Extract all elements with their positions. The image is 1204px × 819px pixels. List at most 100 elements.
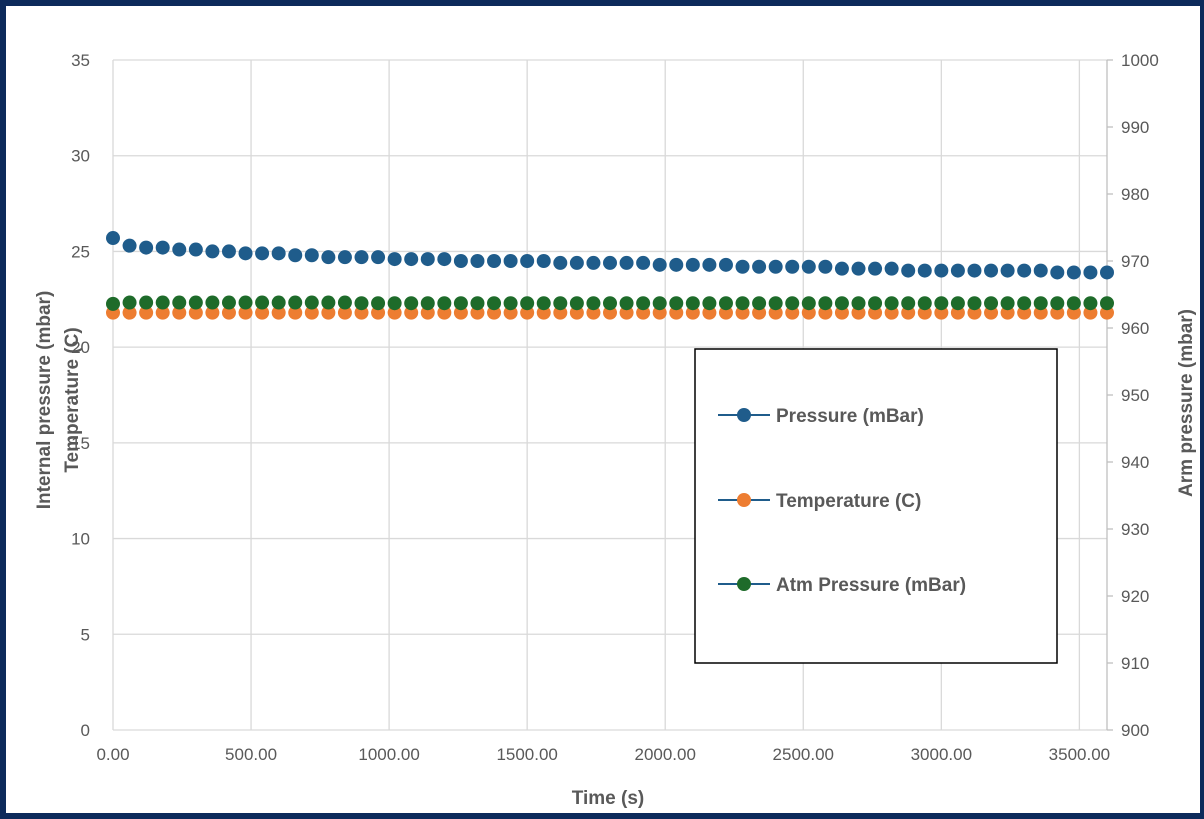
data-point <box>503 254 518 268</box>
series-pressure-mbar <box>106 231 1114 280</box>
data-point <box>255 305 270 320</box>
data-point <box>520 296 535 311</box>
data-point <box>1050 265 1065 280</box>
data-point <box>122 295 137 310</box>
data-point <box>619 255 634 270</box>
data-point <box>636 255 651 270</box>
data-point <box>404 252 419 267</box>
data-point <box>735 296 750 311</box>
data-point <box>1100 265 1114 280</box>
data-point <box>288 305 303 320</box>
data-point <box>967 263 982 278</box>
left-tick-label: 20 <box>71 338 90 357</box>
left-tick-label: 25 <box>71 242 90 261</box>
legend: Pressure (mBar) Temperature (C) Atm Pres… <box>694 348 1058 664</box>
left-tick-label: 5 <box>81 625 90 644</box>
data-point <box>934 263 949 278</box>
data-point <box>553 296 568 311</box>
data-point <box>155 305 170 320</box>
left-axis-title-line-1: Internal pressure (mbar) <box>34 291 55 510</box>
data-point <box>984 296 999 311</box>
data-point <box>652 296 667 311</box>
data-point <box>768 296 783 311</box>
data-point <box>851 296 866 311</box>
data-point <box>950 263 965 278</box>
data-point <box>1033 296 1048 311</box>
data-point <box>801 259 816 274</box>
data-point <box>569 296 584 311</box>
data-point <box>172 295 187 310</box>
data-point <box>818 259 833 274</box>
data-point <box>453 296 468 311</box>
data-point <box>851 261 866 276</box>
data-point <box>321 305 336 320</box>
right-tick-label: 1000 <box>1121 51 1159 70</box>
data-point <box>238 246 253 261</box>
data-point <box>1033 263 1048 278</box>
data-point <box>387 296 402 311</box>
left-tick-label: 30 <box>71 147 90 166</box>
right-tick-label: 950 <box>1121 386 1149 405</box>
data-point <box>106 296 120 311</box>
data-point <box>934 296 949 311</box>
data-point <box>868 296 883 311</box>
legend-marker-temperature <box>737 493 751 507</box>
right-tick-label: 980 <box>1121 185 1149 204</box>
left-tick-label: 35 <box>71 51 90 70</box>
data-point <box>752 296 767 311</box>
data-point <box>917 263 932 278</box>
data-point <box>619 296 634 311</box>
data-point <box>917 296 932 311</box>
data-point <box>221 305 236 320</box>
data-point <box>404 296 419 311</box>
data-point <box>834 261 849 276</box>
data-point <box>337 305 352 320</box>
data-point <box>221 244 236 259</box>
data-point <box>768 259 783 274</box>
x-tick-label: 3500.00 <box>1049 745 1110 764</box>
data-point <box>304 295 319 310</box>
data-point <box>271 246 286 261</box>
data-point <box>122 305 137 320</box>
data-point <box>139 305 154 320</box>
series-atm-pressure-mbar <box>106 295 1114 311</box>
data-point <box>238 295 253 310</box>
data-point <box>255 295 270 310</box>
data-point <box>304 248 319 263</box>
left-tick-label: 10 <box>71 530 90 549</box>
data-point <box>337 295 352 310</box>
data-point <box>271 295 286 310</box>
data-point <box>288 248 303 263</box>
data-point <box>503 296 518 311</box>
x-tick-label: 1500.00 <box>496 745 557 764</box>
data-point <box>884 261 899 276</box>
data-point <box>785 259 800 274</box>
data-point <box>1083 265 1098 280</box>
data-point <box>553 255 568 270</box>
data-point <box>834 296 849 311</box>
data-point <box>371 250 386 265</box>
data-point <box>188 305 203 320</box>
data-point <box>984 263 999 278</box>
data-point <box>487 254 502 268</box>
data-point <box>801 296 816 311</box>
x-tick-label: 2000.00 <box>634 745 695 764</box>
data-point <box>735 259 750 274</box>
data-point <box>188 295 203 310</box>
data-point <box>702 296 717 311</box>
data-point <box>636 296 651 311</box>
data-point <box>586 296 601 311</box>
right-tick-label: 960 <box>1121 319 1149 338</box>
right-tick-label: 910 <box>1121 654 1149 673</box>
legend-label-atm-pressure: Atm Pressure (mBar) <box>776 575 966 596</box>
data-point <box>901 263 916 278</box>
legend-label-temperature: Temperature (C) <box>776 491 921 512</box>
x-tick-label: 1000.00 <box>358 745 419 764</box>
right-tick-label: 900 <box>1121 721 1149 740</box>
x-tick-label: 0.00 <box>96 745 129 764</box>
data-point <box>520 254 535 268</box>
x-axis-title: Time (s) <box>572 788 645 809</box>
data-point <box>669 296 684 311</box>
data-point <box>387 252 402 267</box>
data-point <box>536 254 551 268</box>
